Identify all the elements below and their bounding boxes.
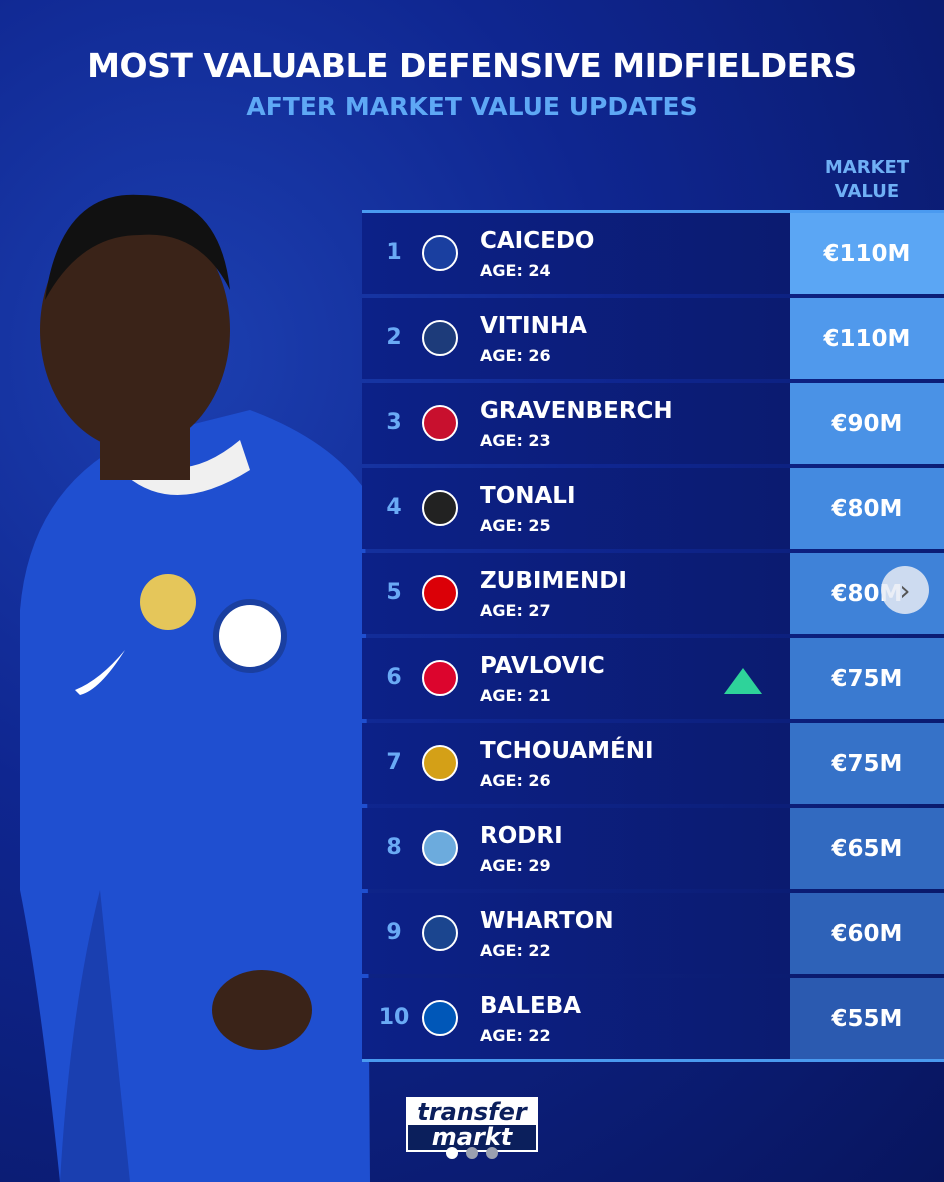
- player-age: AGE: 24: [480, 261, 551, 280]
- player-cell: 4 TONALI AGE: 25: [362, 468, 790, 549]
- table-top-divider: [362, 210, 944, 213]
- page-title: MOST VALUABLE DEFENSIVE MIDFIELDERS: [87, 46, 857, 85]
- player-photo: [20, 194, 370, 1182]
- rank: 8: [386, 835, 402, 860]
- player-cell: 5 ZUBIMENDI AGE: 27: [362, 553, 790, 634]
- player-age: AGE: 29: [480, 856, 551, 875]
- player-age: AGE: 22: [480, 941, 551, 960]
- rank: 7: [386, 750, 402, 775]
- market-value: €75M: [790, 638, 944, 719]
- player-name: ZUBIMENDI: [480, 568, 627, 594]
- table-row: 3 GRAVENBERCH AGE: 23 €90M: [362, 383, 944, 464]
- table-row: 5 ZUBIMENDI AGE: 27 €80M: [362, 553, 944, 634]
- liverpool-crest-icon: [422, 405, 458, 441]
- rank: 2: [386, 325, 402, 350]
- bayern-crest-icon: [422, 660, 458, 696]
- player-age: AGE: 23: [480, 431, 551, 450]
- player-cell: 2 VITINHA AGE: 26: [362, 298, 790, 379]
- market-value: €90M: [790, 383, 944, 464]
- player-name: RODRI: [480, 823, 563, 849]
- psg-crest-icon: [422, 320, 458, 356]
- table-row: 2 VITINHA AGE: 26 €110M: [362, 298, 944, 379]
- player-cell: 8 RODRI AGE: 29: [362, 808, 790, 889]
- logo-line1: transfer: [417, 1098, 527, 1126]
- page-subtitle: AFTER MARKET VALUE UPDATES: [246, 92, 698, 121]
- player-age: AGE: 26: [480, 771, 551, 790]
- player-name: CAICEDO: [480, 228, 595, 254]
- player-age: AGE: 27: [480, 601, 551, 620]
- man-city-crest-icon: [422, 830, 458, 866]
- market-value: €75M: [790, 723, 944, 804]
- market-value: €110M: [790, 213, 944, 294]
- player-cell: 10 BALEBA AGE: 22: [362, 978, 790, 1059]
- table-row: 10 BALEBA AGE: 22 €55M: [362, 978, 944, 1059]
- chevron-right-icon: ›: [899, 573, 911, 607]
- player-age: AGE: 26: [480, 346, 551, 365]
- market-value: €55M: [790, 978, 944, 1059]
- crystal-palace-crest-icon: [422, 915, 458, 951]
- table-row: 8 RODRI AGE: 29 €65M: [362, 808, 944, 889]
- rank: 6: [386, 665, 402, 690]
- carousel-dot[interactable]: [486, 1147, 498, 1159]
- player-age: AGE: 25: [480, 516, 551, 535]
- player-name: PAVLOVIC: [480, 653, 605, 679]
- market-value: €110M: [790, 298, 944, 379]
- player-name: GRAVENBERCH: [480, 398, 673, 424]
- player-cell: 1 CAICEDO AGE: 24: [362, 213, 790, 294]
- rank: 10: [378, 1005, 410, 1030]
- player-age: AGE: 22: [480, 1026, 551, 1045]
- rank: 9: [386, 920, 402, 945]
- player-name: VITINHA: [480, 313, 587, 339]
- market-value: €60M: [790, 893, 944, 974]
- player-name: TCHOUAMÉNI: [480, 738, 654, 764]
- carousel-dot[interactable]: [446, 1147, 458, 1159]
- market-value: €65M: [790, 808, 944, 889]
- rank: 3: [386, 410, 402, 435]
- player-cell: 7 TCHOUAMÉNI AGE: 26: [362, 723, 790, 804]
- player-cell: 6 PAVLOVIC AGE: 21: [362, 638, 790, 719]
- table-row: 4 TONALI AGE: 25 €80M: [362, 468, 944, 549]
- player-name: WHARTON: [480, 908, 614, 934]
- rank: 1: [386, 240, 402, 265]
- carousel-dots: [446, 1147, 498, 1159]
- player-age: AGE: 21: [480, 686, 551, 705]
- player-cell: 9 WHARTON AGE: 22: [362, 893, 790, 974]
- brighton-crest-icon: [422, 1000, 458, 1036]
- real-madrid-crest-icon: [422, 745, 458, 781]
- market-value-header: MARKET VALUE: [824, 157, 910, 202]
- arsenal-crest-icon: [422, 575, 458, 611]
- market-value: €80M: [790, 468, 944, 549]
- player-name: BALEBA: [480, 993, 582, 1019]
- logo-line2: markt: [408, 1125, 536, 1150]
- trend-up-icon: [724, 668, 762, 694]
- table-row: 6 PAVLOVIC AGE: 21 €75M: [362, 638, 944, 719]
- carousel-dot[interactable]: [466, 1147, 478, 1159]
- rank: 4: [386, 495, 402, 520]
- next-slide-button[interactable]: ›: [881, 566, 929, 614]
- transfermarkt-logo: transfer markt: [406, 1097, 538, 1152]
- table-row: 7 TCHOUAMÉNI AGE: 26 €75M: [362, 723, 944, 804]
- newcastle-crest-icon: [422, 490, 458, 526]
- table-row: 1 CAICEDO AGE: 24 €110M: [362, 213, 944, 294]
- rank: 5: [386, 580, 402, 605]
- table-row: 9 WHARTON AGE: 22 €60M: [362, 893, 944, 974]
- chelsea-crest-icon: [422, 235, 458, 271]
- player-cell: 3 GRAVENBERCH AGE: 23: [362, 383, 790, 464]
- player-name: TONALI: [480, 483, 576, 509]
- table-bottom-divider: [362, 1059, 944, 1062]
